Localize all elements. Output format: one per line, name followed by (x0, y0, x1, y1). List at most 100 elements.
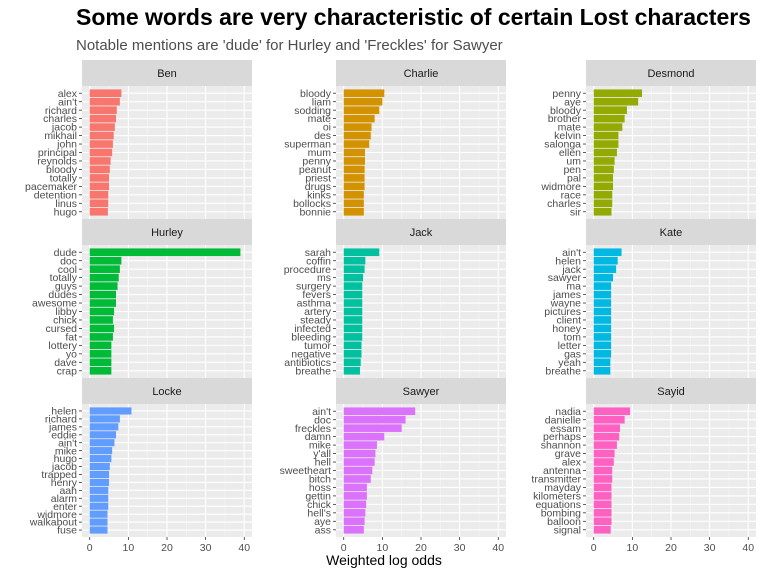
bar (343, 123, 372, 131)
category-label: linus (55, 198, 77, 210)
category-label: lottery (48, 340, 77, 352)
category-label: bloody (550, 105, 582, 117)
category-label: bollocks (293, 198, 331, 210)
facet-desmond: Desmond pennyayebloodybrothermatekelvinsa… (540, 60, 756, 219)
category-label: chick (307, 499, 332, 511)
facet-charlie: Charlie bloodyliamsoddingmateoidessuperma… (284, 60, 506, 219)
category-label: pal (567, 173, 581, 185)
bar (593, 123, 623, 131)
facet-jack: Jacksarahcoffinproceduremssurgeryfeversa… (284, 219, 506, 378)
bar (343, 350, 362, 358)
x-tick-label: 30 (200, 542, 212, 554)
category-label: alarm (51, 493, 78, 505)
category-label: sarah (305, 247, 331, 259)
x-tick-label: 40 (492, 542, 504, 554)
bar (89, 165, 110, 174)
category-label: richard (45, 414, 77, 426)
bar (89, 447, 113, 455)
facet-strip (336, 219, 506, 245)
bar (343, 432, 385, 441)
facet-ben: Ben alexain'trichardcharlesjacobmikhailjo… (25, 60, 252, 219)
category-label: y'all (313, 448, 331, 460)
bar (89, 174, 110, 182)
bar (593, 140, 619, 148)
bar (343, 265, 365, 273)
category-label: breathe (295, 365, 331, 377)
category-label: negative (291, 348, 331, 360)
category-label: totally (50, 272, 78, 284)
category-label: damn (305, 431, 331, 443)
x-tick-label: 30 (704, 542, 716, 554)
bar (343, 299, 363, 307)
bar (89, 486, 109, 494)
category-label: signal (554, 524, 581, 536)
bar (343, 174, 365, 182)
category-label: penny (552, 88, 581, 100)
category-label: antenna (543, 465, 581, 477)
bar (343, 500, 367, 509)
bar (593, 157, 615, 165)
category-label: libby (55, 306, 77, 318)
bar (343, 424, 402, 432)
bar (343, 307, 363, 316)
bar (593, 517, 612, 526)
category-label: alex (562, 457, 582, 469)
bar (593, 273, 614, 282)
x-tick-label: 20 (415, 542, 427, 554)
bar (89, 307, 115, 316)
bar (89, 470, 110, 479)
category-label: james (48, 421, 77, 433)
bar (343, 492, 367, 500)
category-label: reynolds (37, 156, 77, 168)
bar (89, 431, 116, 439)
category-label: sweetheart (280, 465, 331, 477)
category-label: jacob (51, 461, 77, 473)
bar (593, 466, 613, 475)
category-label: bonnie (299, 206, 331, 218)
category-label: priest (305, 173, 331, 185)
category-label: hoss (309, 482, 331, 494)
bar (593, 441, 617, 449)
category-label: drugs (305, 181, 331, 193)
x-tick-label: 0 (341, 542, 347, 554)
category-label: fat (65, 332, 77, 344)
bar (343, 248, 380, 257)
category-label: bitch (309, 474, 331, 486)
category-label: danielle (545, 414, 581, 426)
bar (89, 273, 119, 282)
category-label: kinks (307, 189, 331, 201)
x-tick-label: 10 (627, 542, 639, 554)
category-label: balloon (547, 516, 581, 528)
bar (343, 165, 365, 174)
bar (89, 333, 113, 341)
category-label: steady (300, 315, 332, 327)
category-label: race (561, 189, 582, 201)
category-label: transmitter (531, 474, 581, 486)
chart-title: Some words are very characteristic of ce… (76, 4, 751, 30)
bar (89, 324, 115, 333)
category-label: henry (51, 477, 78, 489)
bar (593, 265, 617, 273)
bar (343, 483, 367, 492)
category-label: bleeding (291, 332, 331, 344)
bar (343, 97, 383, 106)
bar (343, 140, 370, 148)
category-label: mum (308, 147, 332, 159)
bar (593, 290, 612, 299)
facet-sawyer: Sawyer ain'tdocfrecklesdamnmikey'allhells… (280, 378, 506, 554)
bar (343, 458, 375, 466)
category-label: ass (315, 524, 331, 536)
category-label: fuse (57, 525, 77, 537)
category-label: principal (38, 147, 77, 159)
category-label: doc (314, 414, 331, 426)
category-label: artery (304, 306, 332, 318)
facet-strip-label: Charlie (404, 68, 439, 80)
facet-strip-label: Sawyer (403, 386, 440, 398)
category-label: alex (58, 88, 78, 100)
category-label: widmore (540, 181, 581, 193)
bar (89, 123, 115, 131)
x-tick-label: 10 (123, 542, 135, 554)
bar (89, 191, 109, 199)
category-label: penny (302, 156, 331, 168)
category-label: hell (315, 457, 331, 469)
